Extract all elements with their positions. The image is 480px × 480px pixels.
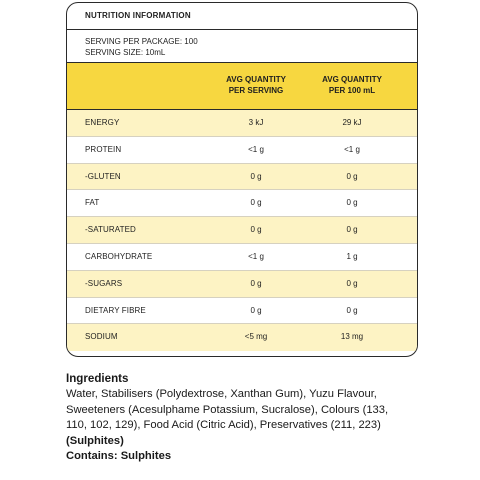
nutrition-rows: ENERGY 3 kJ 29 kJ PROTEIN <1 g <1 g -GLU… [67,110,417,352]
nutrition-information-panel: NUTRITION INFORMATION SERVING PER PACKAG… [66,2,418,357]
ingredients-list: Water, Stabilisers (Polydextrose, Xantha… [66,387,406,449]
row-label: PROTEIN [85,144,122,154]
row-label: -GLUTEN [85,171,121,181]
per-serving-value: <1 g [248,144,264,154]
per-serving-value: <1 g [248,251,264,261]
per-100ml-value: 0 g [346,278,358,288]
table-row: CARBOHYDRATE <1 g 1 g [67,244,417,271]
per-100ml-value: 13 mg [340,332,364,342]
per-100ml-value: 0 g [346,305,358,315]
row-label: CARBOHYDRATE [85,251,153,261]
table-row: DIETARY FIBRE 0 g 0 g [67,298,417,325]
row-label: SODIUM [85,332,118,342]
serving-size: SERVING SIZE: 10mL [85,48,166,57]
serving-info: SERVING PER PACKAGE: 100 SERVING SIZE: 1… [67,30,417,63]
per-100ml-value: 0 g [346,198,358,208]
header-per-serving: AVG QUANTITY PER SERVING [226,75,286,95]
per-100ml-value: <1 g [344,144,360,154]
ingredients-heading: Ingredients [66,372,129,385]
per-serving-value: 3 kJ [248,118,264,127]
contains-statement: Contains: Sulphites [66,450,172,463]
ingredients-text: Water, Stabilisers (Polydextrose, Xantha… [66,388,389,432]
per-100ml-value: 0 g [346,171,358,181]
per-100ml-value: 29 kJ [342,118,362,127]
row-label: -SUGARS [85,278,123,288]
table-row: PROTEIN <1 g <1 g [67,137,417,164]
table-row: SODIUM <5 mg 13 mg [67,324,417,352]
ingredients-section: Ingredients Water, Stabilisers (Polydext… [66,371,406,465]
table-row: ENERGY 3 kJ 29 kJ [67,110,417,137]
table-header: AVG QUANTITY PER SERVING AVG QUANTITY PE… [67,63,417,110]
per-serving-value: 0 g [250,278,262,288]
header-per-100ml: AVG QUANTITY PER 100 mL [322,75,382,95]
table-row: -SUGARS 0 g 0 g [67,270,417,298]
row-label: -SATURATED [85,225,136,235]
row-label: ENERGY [85,118,120,127]
per-serving-value: 0 g [250,198,262,208]
table-row: -SATURATED 0 g 0 g [67,217,417,244]
per-100ml-value: 1 g [346,251,358,261]
table-row: -GLUTEN 0 g 0 g [67,163,417,191]
allergen-highlight: (Sulphites) [66,434,124,447]
per-serving-value: 0 g [250,305,262,315]
row-label: FAT [85,198,100,208]
table-row: FAT 0 g 0 g [67,190,417,218]
per-serving-value: <5 mg [244,332,268,342]
per-100ml-value: 0 g [346,225,358,235]
servings-per-package: SERVING PER PACKAGE: 100 [85,37,198,46]
per-serving-value: 0 g [250,171,262,181]
panel-title: NUTRITION INFORMATION [67,3,417,30]
per-serving-value: 0 g [250,225,262,235]
row-label: DIETARY FIBRE [85,305,146,315]
